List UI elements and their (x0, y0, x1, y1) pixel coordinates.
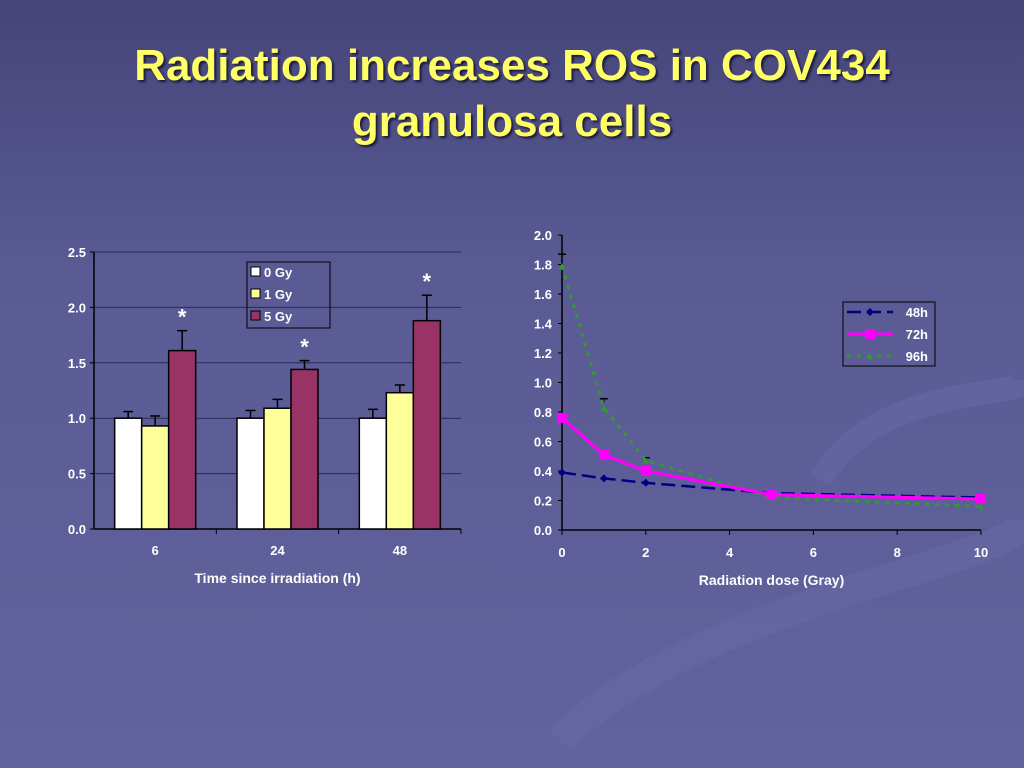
y-tick-label: 0.2 (534, 494, 552, 509)
bar-5gy (290, 368, 319, 530)
x-tick-label: 8 (894, 545, 901, 560)
x-tick-label: 48 (393, 543, 407, 558)
background-swoosh (809, 372, 1024, 487)
legend-box (842, 301, 936, 367)
bar-0gy (113, 417, 143, 530)
bar-1gy (385, 391, 415, 530)
legend-box (246, 261, 331, 329)
y-tick-label: 1.0 (68, 411, 86, 426)
y-tick-label: 1.0 (534, 376, 552, 391)
slide-title: Radiation increases ROS in COV434 granul… (0, 38, 1024, 150)
y-tick-label: 1.4 (534, 317, 553, 332)
title-line-2: granulosa cells (351, 97, 673, 146)
x-axis-label: Radiation dose (Gray) (699, 572, 844, 588)
significance-marker: * (423, 269, 432, 294)
data-point (559, 262, 565, 269)
data-point (766, 489, 777, 500)
y-tick-label: 0.0 (68, 522, 86, 537)
legend-swatch (250, 288, 261, 299)
x-tick-label: 0 (558, 545, 565, 560)
data-point (976, 494, 986, 505)
y-tick-label: 1.5 (68, 356, 86, 371)
y-tick-label: 2.0 (534, 228, 552, 243)
significance-marker: * (300, 335, 309, 360)
x-tick-label: 4 (726, 545, 734, 560)
data-point (867, 353, 873, 359)
x-tick-label: 10 (974, 545, 988, 560)
significance-marker: * (178, 305, 187, 330)
y-tick-label: 1.8 (534, 258, 552, 273)
y-tick-label: 1.2 (534, 346, 552, 361)
y-tick-label: 0.0 (534, 523, 552, 538)
data-point (598, 449, 609, 460)
data-point (865, 329, 875, 339)
data-point (641, 478, 650, 487)
line-legend: 48h 72h 96h (842, 301, 936, 367)
data-point (866, 308, 874, 316)
data-point (978, 503, 984, 510)
legend-label: 48h (906, 305, 928, 320)
x-tick-label: 2 (642, 545, 649, 560)
bar-5gy (412, 319, 442, 530)
legend-swatch (250, 310, 261, 321)
bar-0gy (236, 417, 265, 530)
bar-0gy (358, 417, 388, 530)
y-tick-label: 2.0 (68, 300, 86, 315)
series-96h (559, 262, 984, 510)
legend-label: 5 Gy (264, 309, 293, 324)
y-tick-label: 0.6 (534, 435, 552, 450)
y-tick-label: 0.4 (534, 464, 553, 479)
y-tick-label: 2.5 (68, 245, 86, 260)
legend-label: 72h (906, 327, 928, 342)
legend-label: 0 Gy (264, 265, 293, 280)
data-point (640, 466, 651, 476)
data-point (558, 468, 566, 477)
legend-label: 1 Gy (264, 287, 293, 302)
y-tick-label: 0.5 (68, 467, 86, 482)
title-line-1: Radiation increases ROS in COV434 (134, 41, 890, 90)
x-tick-label: 6 (810, 545, 817, 560)
bar-1gy (263, 407, 292, 530)
bar-1gy (140, 425, 170, 530)
y-tick-label: 1.6 (534, 287, 552, 302)
x-tick-label: 6 (152, 543, 159, 558)
bar-5gy (167, 349, 197, 530)
x-tick-label: 24 (270, 543, 285, 558)
data-point (642, 457, 649, 464)
y-tick-label: 0.8 (534, 405, 552, 420)
data-point (600, 404, 607, 411)
x-axis-label: Time since irradiation (h) (194, 570, 360, 586)
legend-label: 96h (906, 349, 928, 364)
series-line (561, 416, 982, 501)
bar-legend: 0 Gy 1 Gy 5 Gy (246, 261, 331, 329)
series-72h (557, 412, 986, 505)
legend-swatch (250, 266, 261, 277)
data-point (557, 412, 567, 423)
data-point (599, 474, 608, 483)
background-swoosh (549, 514, 1024, 751)
